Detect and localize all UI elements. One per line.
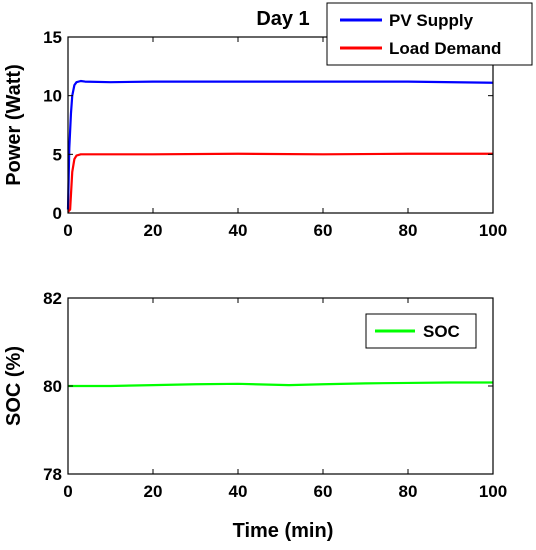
x-tick-label: 80: [399, 221, 418, 240]
y-tick-label: 10: [43, 87, 62, 106]
x-tick-label: 60: [314, 221, 333, 240]
x-tick-label: 40: [229, 482, 248, 501]
y-tick-label: 15: [43, 28, 62, 47]
soc-chart: 0 20 40 60 80 100 78 80 82 SOC (%) Time (min) S…: [3, 289, 507, 542]
x-tick-label: 40: [229, 221, 248, 240]
x-tick-label: 60: [314, 482, 333, 501]
legend[interactable]: SOC: [365, 313, 477, 349]
series-line-pv-supply: [66, 79, 494, 210]
x-tick-label: 80: [399, 482, 418, 501]
y-tick-label: 82: [43, 289, 62, 308]
plot-frame: [67, 36, 494, 214]
y-axis-ticks: 78 80 82: [43, 289, 493, 484]
series-line-load-demand: [67, 152, 493, 213]
x-tick-label: 0: [63, 221, 72, 240]
x-tick-label: 20: [144, 482, 163, 501]
plot-area: [68, 37, 493, 213]
x-tick-label: 0: [63, 482, 72, 501]
series-layer: [68, 381, 493, 388]
legend[interactable]: PV Supply Load Demand: [326, 2, 533, 66]
x-axis-ticks: 0 20 40 60 80 100: [63, 298, 507, 501]
y-tick-label: 80: [43, 377, 62, 396]
y-axis-label: Power (Watt): [3, 64, 25, 185]
x-axis-label: Time (min): [233, 520, 334, 542]
legend-label-soc: SOC: [423, 322, 460, 341]
y-axis-label: SOC (%): [3, 346, 25, 426]
x-axis-ticks: 0 20 40 60 80 100: [63, 37, 507, 240]
y-tick-label: 0: [53, 204, 62, 223]
y-axis-ticks: 0 5 10 15: [43, 28, 493, 223]
legend-label-load-demand: Load Demand: [389, 39, 501, 58]
y-tick-label: 5: [53, 145, 62, 164]
power-chart: Day 1 0 20 40 60 80 100 0 5 10 15 Power (Watt) P…: [3, 2, 533, 240]
x-tick-label: 100: [479, 482, 507, 501]
legend-label-pv-supply: PV Supply: [389, 11, 474, 30]
series-layer: [66, 79, 494, 213]
series-line-soc: [68, 381, 493, 388]
y-tick-label: 78: [43, 465, 62, 484]
chart-title: Day 1: [256, 8, 309, 30]
legend-box: [326, 2, 533, 66]
x-tick-label: 20: [144, 221, 163, 240]
x-tick-label: 100: [479, 221, 507, 240]
